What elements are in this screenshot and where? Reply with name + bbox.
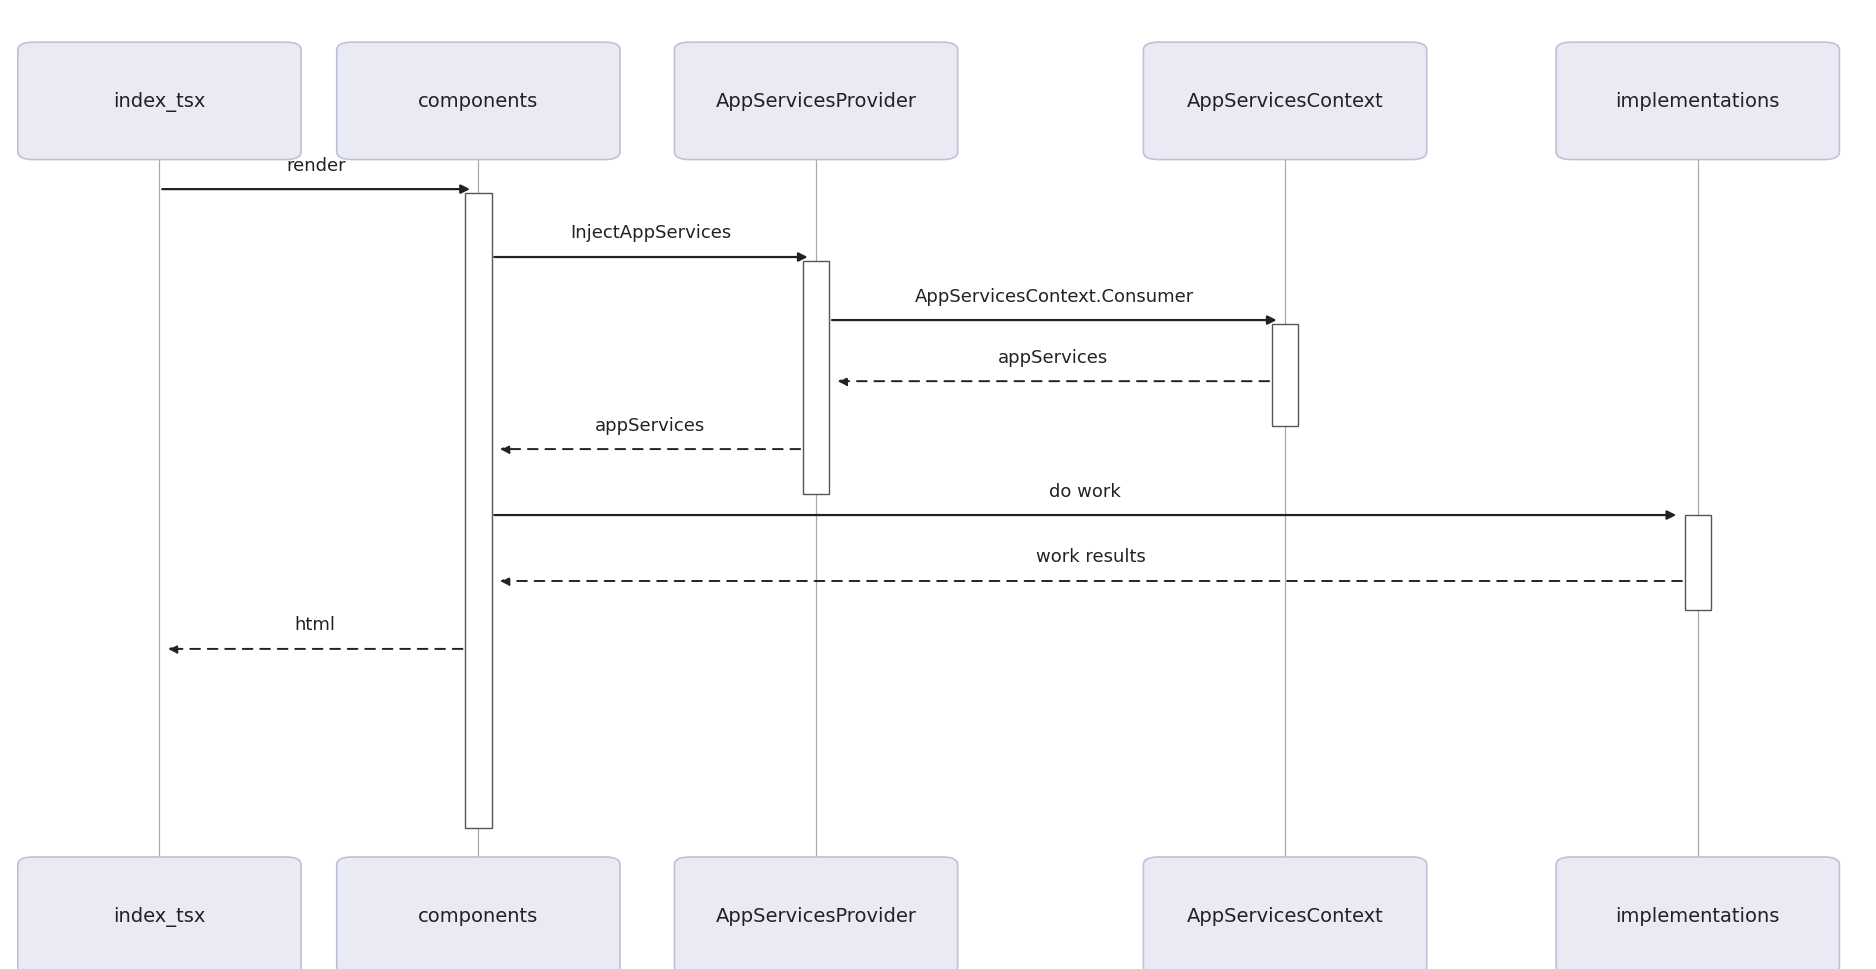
Text: components: components	[418, 92, 538, 111]
Text: AppServicesContext: AppServicesContext	[1188, 92, 1383, 111]
Text: render: render	[287, 156, 345, 174]
Text: AppServicesProvider: AppServicesProvider	[715, 906, 917, 925]
Text: AppServicesContext: AppServicesContext	[1188, 906, 1383, 925]
FancyBboxPatch shape	[1557, 858, 1838, 969]
Bar	[1272, 325, 1298, 426]
FancyBboxPatch shape	[673, 44, 957, 161]
Text: InjectAppServices: InjectAppServices	[570, 224, 732, 242]
FancyBboxPatch shape	[673, 858, 957, 969]
FancyBboxPatch shape	[336, 44, 619, 161]
Text: components: components	[418, 906, 538, 925]
Text: index_tsx: index_tsx	[113, 92, 206, 111]
FancyBboxPatch shape	[1144, 44, 1426, 161]
FancyBboxPatch shape	[19, 858, 300, 969]
Text: appServices: appServices	[998, 348, 1109, 366]
Text: index_tsx: index_tsx	[113, 906, 206, 925]
FancyBboxPatch shape	[336, 858, 619, 969]
Text: AppServicesProvider: AppServicesProvider	[715, 92, 917, 111]
Text: do work: do work	[1049, 482, 1122, 500]
Bar	[1685, 516, 1711, 610]
Text: html: html	[295, 615, 336, 634]
Text: work results: work results	[1036, 547, 1146, 566]
FancyBboxPatch shape	[19, 44, 300, 161]
Text: implementations: implementations	[1615, 92, 1780, 111]
Bar	[803, 262, 829, 494]
Text: appServices: appServices	[595, 416, 705, 434]
Bar	[465, 194, 492, 828]
FancyBboxPatch shape	[1557, 44, 1838, 161]
Text: AppServicesContext.Consumer: AppServicesContext.Consumer	[915, 287, 1193, 305]
Text: implementations: implementations	[1615, 906, 1780, 925]
FancyBboxPatch shape	[1144, 858, 1426, 969]
